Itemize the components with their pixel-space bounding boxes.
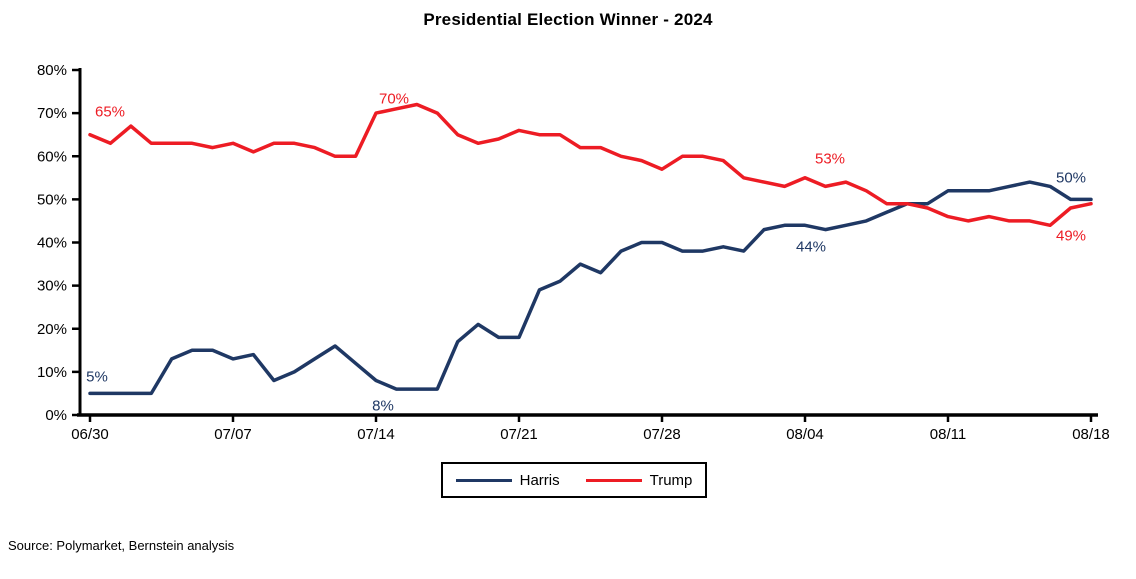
y-tick-label: 30% — [37, 278, 67, 295]
x-tick-label: 08/18 — [1072, 426, 1110, 443]
chart-title: Presidential Election Winner - 2024 — [423, 10, 713, 29]
legend-label-harris: Harris — [519, 471, 560, 489]
annotation-trump-70: 70% — [378, 90, 410, 108]
x-tick-label: 07/14 — [357, 426, 395, 443]
y-tick-label: 10% — [37, 364, 67, 381]
legend-box: Harris Trump — [441, 462, 707, 498]
annotation-harris-44: 44% — [795, 238, 827, 256]
annotation-harris-5: 5% — [86, 368, 108, 386]
trump-line — [88, 102, 1093, 228]
annotation-harris-50: 50% — [1055, 169, 1087, 187]
y-tick-label: 70% — [37, 105, 67, 122]
source-note: Source: Polymarket, Bernstein analysis — [8, 538, 235, 553]
trump-line-swatch — [585, 478, 642, 482]
y-tick-label: 0% — [45, 407, 67, 424]
x-tick-label: 08/11 — [930, 426, 966, 443]
y-tick-label: 40% — [37, 235, 67, 252]
y-tick-label: 20% — [37, 321, 67, 338]
y-tick-label: 50% — [37, 191, 67, 208]
chart-canvas: 0% 10% 20% 30% 40% 50% 60% 70% 80% 06/30 07/07 07/1… — [37, 62, 1110, 443]
annotation-trump-53: 53% — [814, 150, 846, 168]
legend-item-harris: Harris — [455, 471, 560, 489]
x-tick-label: 07/21 — [500, 426, 538, 443]
legend-item-trump: Trump — [585, 471, 693, 489]
annotation-trump-49: 49% — [1055, 227, 1087, 245]
y-tick-label: 60% — [37, 148, 67, 165]
harris-line — [88, 180, 1093, 396]
x-tick-label: 07/07 — [214, 426, 252, 443]
y-tick-label: 80% — [37, 62, 67, 79]
x-tick-label: 06/30 — [71, 426, 109, 443]
x-tick-label: 07/28 — [643, 426, 681, 443]
annotation-harris-8: 8% — [372, 397, 394, 415]
legend-label-trump: Trump — [649, 471, 693, 489]
x-tick-label: 08/04 — [786, 426, 824, 443]
annotation-trump-65: 65% — [94, 103, 126, 121]
harris-line-swatch — [455, 478, 512, 482]
chart-area: 0% 10% 20% 30% 40% 50% 60% 70% 80% 06/30 07/07 07/1… — [37, 62, 1110, 443]
